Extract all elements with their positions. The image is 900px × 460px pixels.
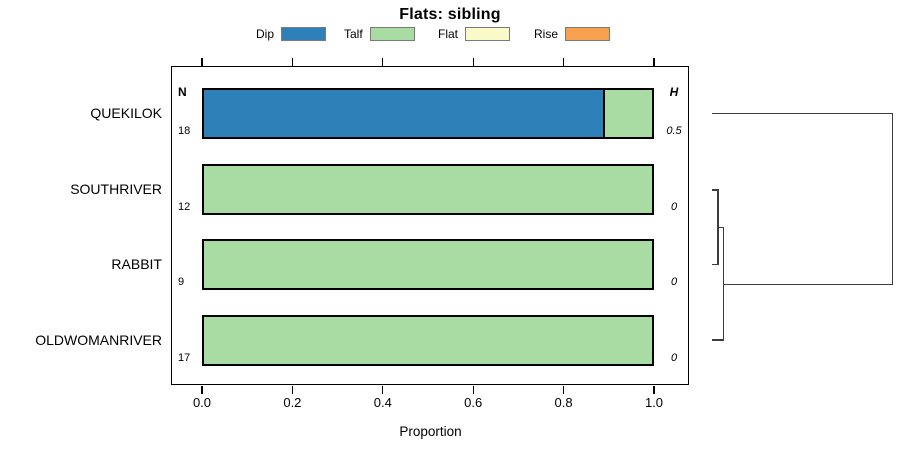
- x-tick-label: 0.6: [464, 395, 483, 410]
- legend-item-flat: Flat: [438, 26, 511, 42]
- n-value: 9: [178, 276, 185, 288]
- axis-tick: [472, 386, 474, 394]
- n-value: 12: [178, 201, 191, 213]
- legend-label-dip: Dip: [256, 27, 275, 41]
- legend-swatch-talf: [369, 27, 415, 41]
- axis-tick: [653, 58, 655, 66]
- h-value: 0: [670, 276, 678, 288]
- h-value: 0: [670, 352, 678, 364]
- x-tick-label: 0.0: [192, 395, 212, 410]
- dendrogram-segment: [712, 189, 719, 191]
- axis-tick: [382, 58, 384, 66]
- x-axis-label: Proportion: [399, 424, 462, 439]
- dendrogram-segment: [722, 226, 724, 341]
- legend-item-rise: Rise: [534, 26, 611, 42]
- bar-segment-talf: [204, 166, 652, 213]
- legend-item-dip: Dip: [256, 26, 327, 42]
- axis-tick: [201, 58, 203, 66]
- bar-row: [202, 239, 654, 290]
- dendrogram-segment: [712, 112, 893, 114]
- dendrogram-segment: [723, 283, 893, 285]
- axis-tick: [562, 58, 565, 66]
- n-column-header: N: [178, 85, 187, 99]
- h-column-header: H: [669, 85, 679, 99]
- x-tick-label: 0.4: [373, 395, 392, 410]
- bar-row: [202, 164, 654, 215]
- category-label: OLDWOMANRIVER: [35, 332, 162, 348]
- chart-title: Flats: sibling: [399, 6, 501, 23]
- dendrogram-segment: [712, 263, 719, 265]
- dendrogram-segment: [717, 226, 724, 228]
- axis-tick: [562, 386, 565, 394]
- x-tick-label: 1.0: [644, 395, 664, 410]
- category-label: SOUTHRIVER: [70, 181, 162, 197]
- axis-tick: [472, 58, 474, 66]
- bar-segment-dip: [204, 90, 603, 137]
- axis-tick: [653, 386, 655, 394]
- category-label: QUEKILOK: [90, 105, 162, 121]
- h-value: 0.5: [666, 125, 682, 137]
- x-tick-label: 0.8: [554, 395, 573, 410]
- n-value: 18: [178, 125, 191, 137]
- legend-swatch-rise: [565, 27, 611, 41]
- legend-swatch-dip: [281, 27, 327, 41]
- bar-segment-talf: [204, 317, 652, 364]
- axis-tick: [291, 58, 294, 66]
- dendrogram-segment: [712, 339, 724, 341]
- axis-tick: [291, 386, 294, 394]
- h-value: 0: [670, 201, 678, 213]
- category-label: RABBIT: [111, 256, 162, 272]
- legend-label-flat: Flat: [438, 27, 459, 41]
- n-value: 17: [178, 352, 191, 364]
- dendrogram-segment: [891, 112, 893, 285]
- axis-tick: [201, 386, 203, 394]
- bar-segment-talf: [204, 241, 652, 288]
- bar-row: [202, 88, 654, 139]
- x-tick-label: 0.2: [283, 395, 302, 410]
- legend-item-talf: Talf: [344, 26, 415, 42]
- legend-swatch-flat: [465, 27, 511, 41]
- bar-segment-talf: [602, 90, 652, 137]
- legend-label-talf: Talf: [344, 27, 363, 41]
- axis-tick: [382, 386, 384, 394]
- bar-row: [202, 315, 654, 366]
- legend-label-rise: Rise: [534, 27, 559, 41]
